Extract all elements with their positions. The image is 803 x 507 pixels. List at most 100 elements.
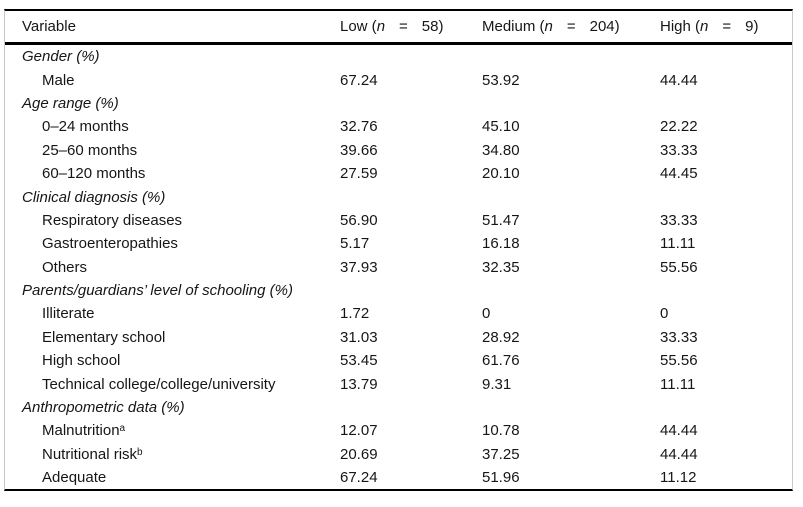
col-high-prefix: High (	[660, 18, 701, 35]
col-medium-n: n	[544, 18, 553, 35]
value-high: 44.44	[660, 71, 698, 89]
row-label: 25–60 months	[42, 141, 138, 159]
row-0-24-months: 0–24 months 32.76 45.10 22.22	[5, 115, 792, 138]
row-label: 0–24 months	[42, 118, 129, 136]
col-high-count: 9)	[745, 18, 759, 35]
value-low: 56.90	[340, 211, 378, 229]
row-60-120-months: 60–120 months 27.59 20.10 44.45	[5, 162, 792, 185]
row-high-school: High school 53.45 61.76 55.56	[5, 349, 792, 372]
row-label: Elementary school	[42, 328, 166, 346]
col-medium-equals: =	[566, 18, 576, 35]
value-low: 67.24	[340, 469, 378, 487]
column-header-variable: Variable	[22, 18, 76, 35]
column-header-high: High (n = 9)	[660, 19, 792, 34]
col-medium-count: 204)	[589, 18, 620, 35]
row-label: High school	[42, 352, 121, 370]
row-label-text: Malnutrition	[42, 422, 120, 440]
section-row-age-range: Age range (%)	[5, 92, 792, 115]
value-low: 12.07	[340, 422, 378, 440]
value-high: 22.22	[660, 118, 698, 136]
row-label: 60–120 months	[42, 165, 146, 183]
value-medium: 53.92	[482, 71, 520, 89]
column-header-low: Low (n = 58)	[340, 19, 482, 34]
col-low-equals: =	[399, 18, 408, 35]
value-high: 55.56	[660, 258, 698, 276]
value-high: 44.44	[660, 445, 698, 463]
section-row-anthropometric-data: Anthropometric data (%)	[5, 396, 792, 419]
value-low: 13.79	[340, 375, 378, 393]
value-medium: 51.96	[482, 469, 520, 487]
value-low: 67.24	[340, 71, 378, 89]
section-label: Parents/guardians’ level of schooling (%…	[22, 282, 293, 300]
value-medium: 32.35	[482, 258, 520, 276]
section-row-clinical-diagnosis: Clinical diagnosis (%)	[5, 185, 792, 208]
value-medium: 9.31	[482, 375, 512, 393]
value-medium: 10.78	[482, 422, 520, 440]
value-medium: 28.92	[482, 328, 520, 346]
section-row-schooling: Parents/guardians’ level of schooling (%…	[5, 279, 792, 302]
col-high-n: n	[700, 18, 709, 35]
value-low: 5.17	[340, 235, 370, 253]
row-male: Male 67.24 53.92 44.44	[5, 68, 792, 91]
row-gastroenteropathies: Gastroenteropathies 5.17 16.18 11.11	[5, 232, 792, 255]
value-high: 33.33	[660, 211, 698, 229]
row-label: Malnutritiona	[5, 423, 340, 438]
value-low: 27.59	[340, 165, 378, 183]
row-label: Illiterate	[42, 305, 95, 323]
value-low: 37.93	[340, 258, 378, 276]
section-label: Clinical diagnosis (%)	[22, 188, 166, 206]
row-illiterate: Illiterate 1.72 0 0	[5, 302, 792, 325]
row-label: Respiratory diseases	[42, 211, 183, 229]
footnote-marker-b: b	[137, 446, 143, 458]
row-adequate: Adequate 67.24 51.96 11.12	[5, 466, 792, 489]
header-rule	[5, 42, 792, 45]
row-25-60-months: 25–60 months 39.66 34.80 33.33	[5, 139, 792, 162]
value-medium: 61.76	[482, 352, 520, 370]
row-label: Adequate	[42, 469, 107, 487]
value-high: 11.12	[660, 469, 697, 487]
value-medium: 37.25	[482, 445, 520, 463]
value-medium: 20.10	[482, 165, 520, 183]
row-label-text: Nutritional risk	[42, 445, 138, 463]
section-label: Age range (%)	[22, 94, 119, 112]
value-high: 55.56	[660, 352, 698, 370]
value-low: 20.69	[340, 445, 378, 463]
value-low: 1.72	[340, 305, 370, 323]
column-header-medium: Medium (n = 204)	[482, 19, 660, 34]
section-label: Anthropometric data (%)	[22, 399, 185, 417]
row-label: Male	[42, 71, 75, 89]
value-low: 39.66	[340, 141, 378, 159]
value-high: 33.33	[660, 141, 698, 159]
value-high: 0	[660, 305, 669, 323]
value-low: 31.03	[340, 328, 378, 346]
value-low: 32.76	[340, 118, 378, 136]
value-medium: 34.80	[482, 141, 520, 159]
value-high: 33.33	[660, 328, 698, 346]
col-medium-prefix: Medium (	[482, 18, 545, 35]
row-label: Others	[42, 258, 88, 276]
value-medium: 45.10	[482, 118, 520, 136]
value-high: 11.11	[660, 235, 696, 253]
value-medium: 16.18	[482, 235, 520, 253]
row-label: Nutritional riskb	[5, 447, 340, 462]
row-label: Technical college/college/university	[42, 375, 276, 393]
row-nutritional-risk: Nutritional riskb 20.69 37.25 44.44	[5, 443, 792, 466]
col-low-count: 58)	[421, 18, 444, 35]
row-elementary-school: Elementary school 31.03 28.92 33.33	[5, 326, 792, 349]
value-high: 44.45	[660, 165, 698, 183]
footnote-marker-a: a	[119, 423, 126, 435]
row-respiratory-diseases: Respiratory diseases 56.90 51.47 33.33	[5, 209, 792, 232]
section-row-gender: Gender (%)	[5, 45, 792, 68]
row-others: Others 37.93 32.35 55.56	[5, 256, 792, 279]
value-medium: 0	[482, 305, 491, 323]
row-technical-college: Technical college/college/university 13.…	[5, 372, 792, 395]
col-high-equals: =	[722, 18, 732, 35]
characteristics-table: Variable Low (n = 58) Medium (n = 204) High …	[4, 9, 793, 492]
value-high: 44.44	[660, 422, 698, 440]
section-label: Gender (%)	[22, 48, 100, 66]
table-header-row: Variable Low (n = 58) Medium (n = 204) High …	[5, 11, 792, 42]
col-low-n: n	[376, 18, 386, 35]
col-low-prefix: Low (	[340, 18, 377, 35]
value-medium: 51.47	[482, 211, 520, 229]
row-label: Gastroenteropathies	[42, 235, 178, 253]
